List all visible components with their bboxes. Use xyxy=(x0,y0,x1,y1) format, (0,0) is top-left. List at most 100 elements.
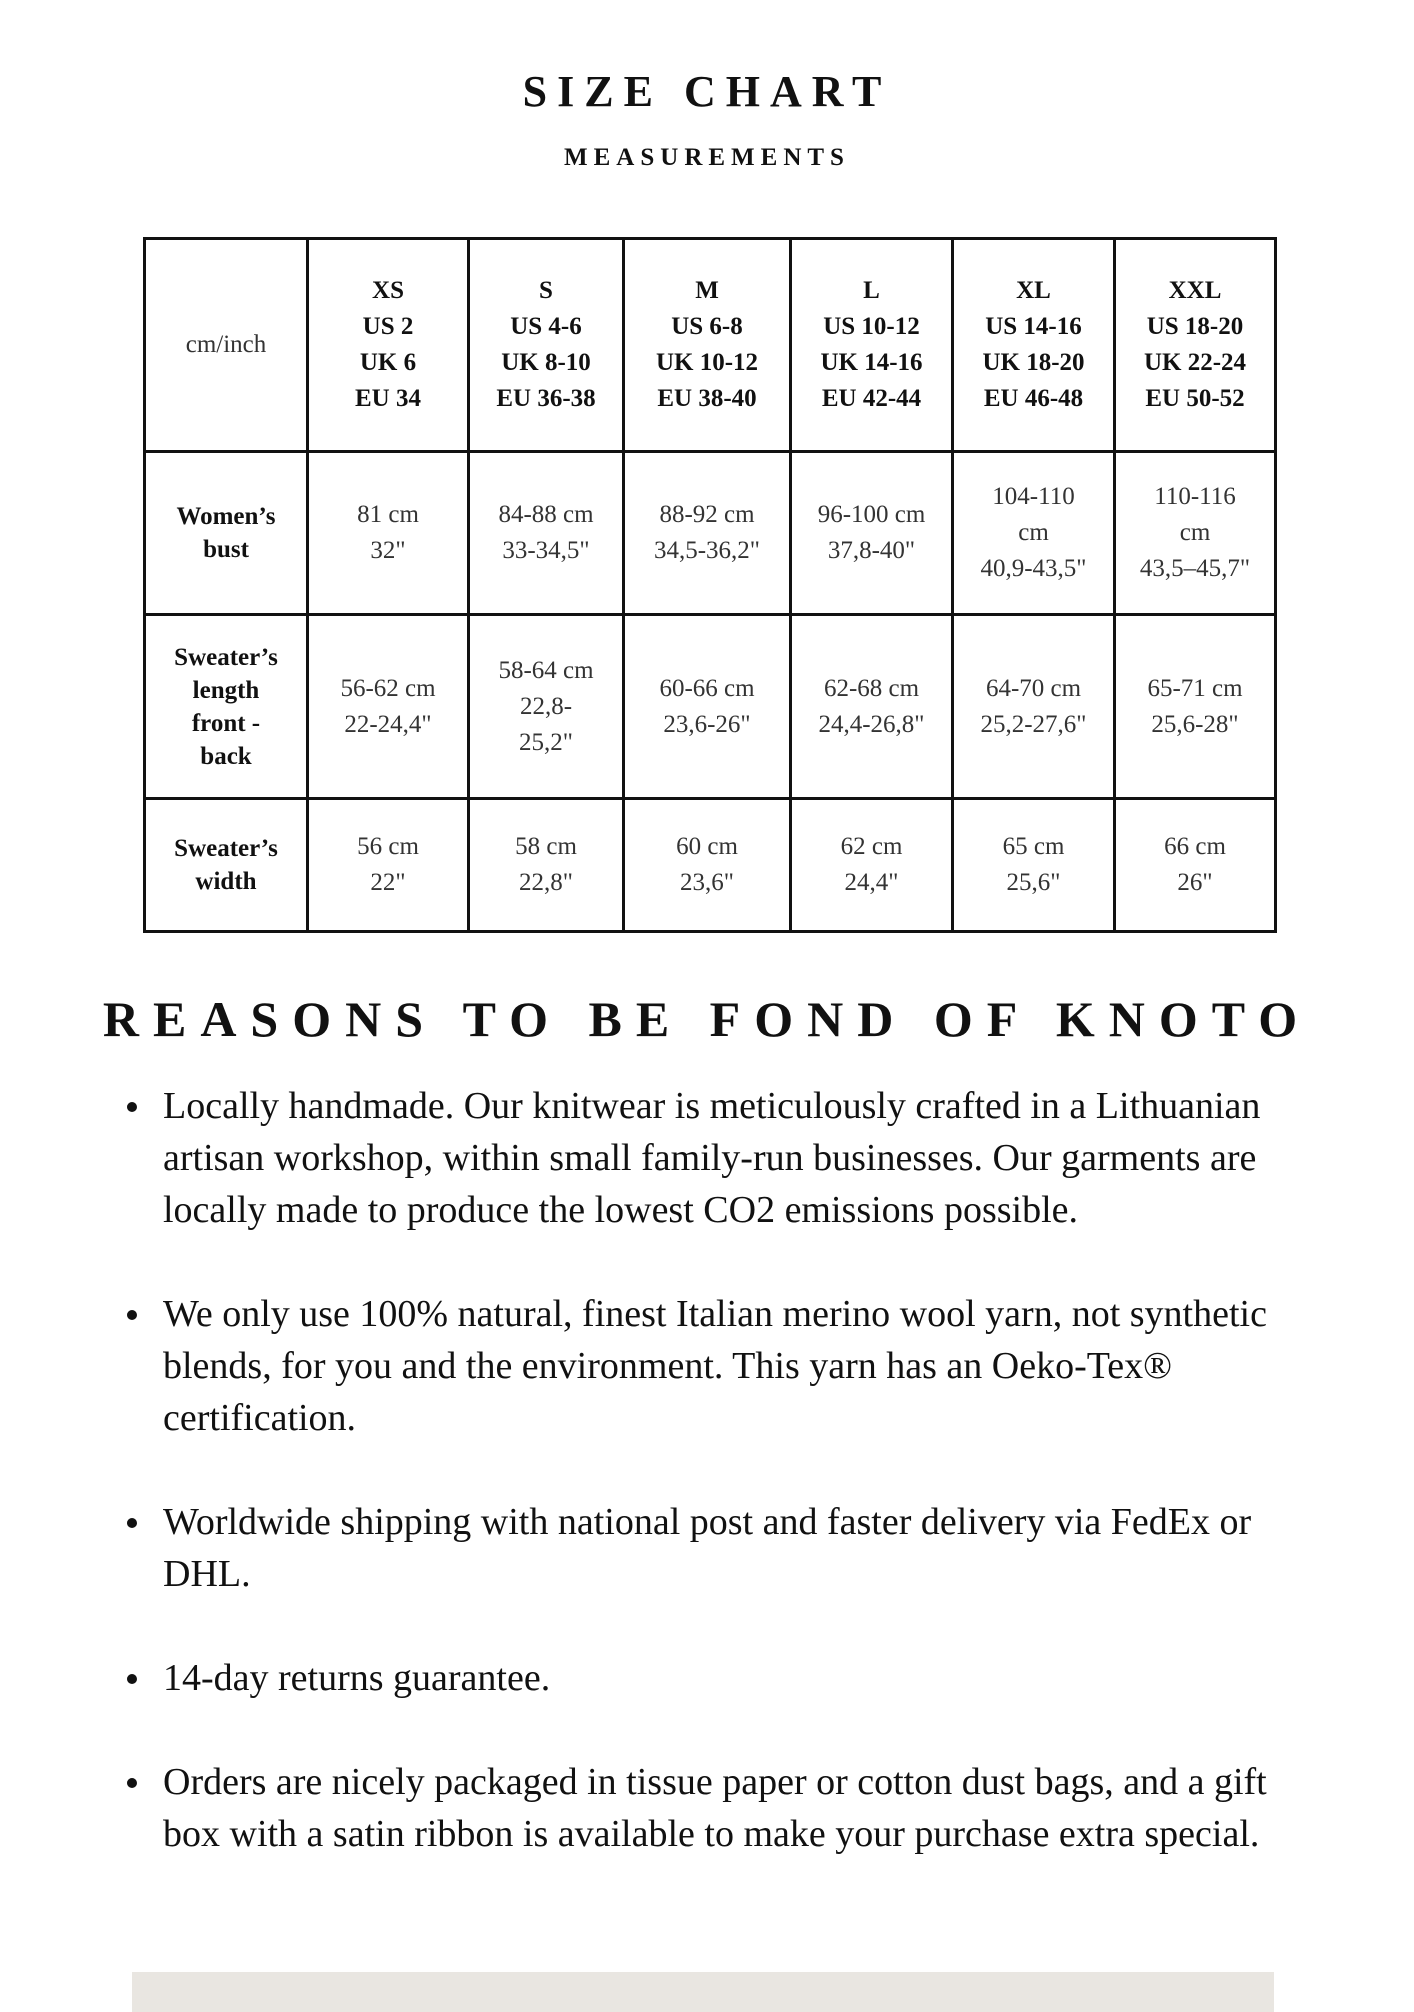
table-cell: 66 cm 26" xyxy=(1113,797,1277,933)
list-item: Orders are nicely packaged in tissue pap… xyxy=(127,1756,1293,1860)
row-label-line: front - xyxy=(191,709,261,737)
cell-line: 23,6-26" xyxy=(663,710,751,738)
size-header: XL US 14-16 UK 18-20 EU 46-48 xyxy=(951,237,1116,453)
table-cell: 60-66 cm 23,6-26" xyxy=(622,613,792,800)
table-cell: 58-64 cm 22,8- 25,2" xyxy=(467,613,625,800)
row-label-line: bust xyxy=(203,536,249,563)
cell-line: 43,5–45,7" xyxy=(1139,555,1251,582)
cell-line: 22,8- xyxy=(519,692,573,720)
reasons-list: Locally handmade. Our knitwear is meticu… xyxy=(127,1080,1293,1912)
table-cell: 84-88 cm 33-34,5" xyxy=(467,450,625,616)
table-cell: 56-62 cm 22-24,4" xyxy=(306,613,470,800)
row-label-line: Sweater’s xyxy=(174,643,278,671)
size-size: XL xyxy=(1016,277,1051,304)
table-cell: 60 cm 23,6" xyxy=(622,797,792,933)
cell-line: 32" xyxy=(370,537,406,564)
list-item-text: Locally handmade. Our knitwear is meticu… xyxy=(163,1085,1261,1231)
table-cell: 65-71 cm 25,6-28" xyxy=(1113,613,1277,800)
cell-line: 25,2-27,6" xyxy=(980,710,1087,738)
table-cell: 62 cm 24,4" xyxy=(789,797,954,933)
table-cell: 104-110 cm 40,9-43,5" xyxy=(951,450,1116,616)
cell-line: 33-34,5" xyxy=(502,537,590,564)
cell-line: 88-92 cm xyxy=(659,501,755,528)
cell-line: 64-70 cm xyxy=(985,674,1082,702)
cell-line: 25,2" xyxy=(519,728,573,756)
size-header: XXL US 18-20 UK 22-24 EU 50-52 xyxy=(1113,237,1277,453)
cell-line: 25,6-28" xyxy=(1151,710,1239,738)
size-size: XXL xyxy=(1168,277,1222,304)
cell-line: 62 cm xyxy=(840,833,903,860)
cell-line: 104-110 xyxy=(992,483,1075,510)
cell-line: 25,6" xyxy=(1006,869,1061,896)
size-header: M US 6-8 UK 10-12 EU 38-40 xyxy=(622,237,792,453)
cell-line: 24,4-26,8" xyxy=(818,710,925,738)
size-eu: EU 36-38 xyxy=(496,385,596,412)
row-label-line: Women’s xyxy=(176,503,276,530)
cell-line: 22" xyxy=(370,869,406,896)
bullet-icon xyxy=(127,1778,137,1788)
row-label-line: Sweater’s xyxy=(174,835,278,862)
cell-line: 22-24,4" xyxy=(344,710,432,738)
size-eu: EU 46-48 xyxy=(983,385,1084,412)
cell-line: 23,6" xyxy=(680,869,734,896)
list-item-text: Worldwide shipping with national post an… xyxy=(163,1501,1252,1595)
footer-band xyxy=(132,1972,1274,2012)
row-label-line: back xyxy=(200,742,252,770)
list-item-text: Orders are nicely packaged in tissue pap… xyxy=(163,1761,1267,1855)
cell-line: 24,4" xyxy=(844,869,899,896)
size-uk: UK 18-20 xyxy=(982,349,1085,376)
size-header: XS US 2 UK 6 EU 34 xyxy=(306,237,470,453)
size-us: US 4-6 xyxy=(510,313,582,340)
cell-line: 65 cm xyxy=(1002,833,1065,860)
size-size: XS xyxy=(372,277,404,304)
cell-line: 81 cm xyxy=(357,501,419,528)
list-item-text: 14-day returns guarantee. xyxy=(163,1657,551,1699)
cell-line: 62-68 cm xyxy=(823,674,920,702)
cell-line: 58 cm xyxy=(515,833,577,860)
table-cell: 88-92 cm 34,5-36,2" xyxy=(622,450,792,616)
header-row: cm/inch XS US 2 UK 6 EU 34 S US 4-6 UK 8-10 EU 3… xyxy=(143,237,1277,453)
cell-line: cm xyxy=(1018,519,1049,546)
row-label: Sweater’s width xyxy=(143,797,309,933)
size-us: US 6-8 xyxy=(671,313,743,340)
cell-line: 60-66 cm xyxy=(659,674,755,702)
table-row: Women’s bust 81 cm 32" 84-88 cm 33-34,5" 88-92… xyxy=(143,450,1277,616)
size-us: US 10-12 xyxy=(823,313,920,340)
size-size: S xyxy=(539,277,553,304)
cell-line: 40,9-43,5" xyxy=(980,555,1087,582)
cell-line: 37,8-40" xyxy=(827,537,916,564)
cell-line: 56-62 cm xyxy=(340,674,436,702)
size-uk: UK 10-12 xyxy=(655,349,759,376)
bullet-icon xyxy=(127,1518,137,1528)
cell-line: 34,5-36,2" xyxy=(653,537,761,564)
list-item: Worldwide shipping with national post an… xyxy=(127,1496,1293,1600)
size-uk: UK 22-24 xyxy=(1143,349,1247,376)
table-cell: 58 cm 22,8" xyxy=(467,797,625,933)
cell-line: 110-116 xyxy=(1154,483,1236,510)
cell-line: 96-100 cm xyxy=(817,501,926,528)
size-size: M xyxy=(695,277,719,304)
cell-line: 26" xyxy=(1177,869,1213,896)
bullet-icon xyxy=(127,1102,137,1112)
size-header: S US 4-6 UK 8-10 EU 36-38 xyxy=(467,237,625,453)
cell-line: 58-64 cm xyxy=(498,656,594,684)
cell-line: 60 cm xyxy=(676,833,738,860)
list-item-text: We only use 100% natural, finest Italian… xyxy=(163,1293,1267,1439)
row-label-line: width xyxy=(195,868,257,895)
cell-line: 66 cm xyxy=(1164,833,1226,860)
table-cell: 62-68 cm 24,4-26,8" xyxy=(789,613,954,800)
list-item: We only use 100% natural, finest Italian… xyxy=(127,1288,1293,1444)
table-cell: 110-116 cm 43,5–45,7" xyxy=(1113,450,1277,616)
size-uk: UK 8-10 xyxy=(501,349,591,376)
list-item: 14-day returns guarantee. xyxy=(127,1652,1293,1704)
cell-line: cm xyxy=(1179,519,1211,546)
size-size: L xyxy=(863,277,880,304)
table-row: Sweater’s length front - back 56-62 cm 22-24,… xyxy=(143,613,1277,800)
size-eu: EU 38-40 xyxy=(657,385,757,412)
table-cell: 64-70 cm 25,2-27,6" xyxy=(951,613,1116,800)
size-us: US 18-20 xyxy=(1146,313,1244,340)
table-row: Sweater’s width 56 cm 22" 58 cm 22,8" 60 cm 23,… xyxy=(143,797,1277,933)
bullet-icon xyxy=(127,1310,137,1320)
cell-line: 65-71 cm xyxy=(1147,674,1243,702)
table-cell: 65 cm 25,6" xyxy=(951,797,1116,933)
